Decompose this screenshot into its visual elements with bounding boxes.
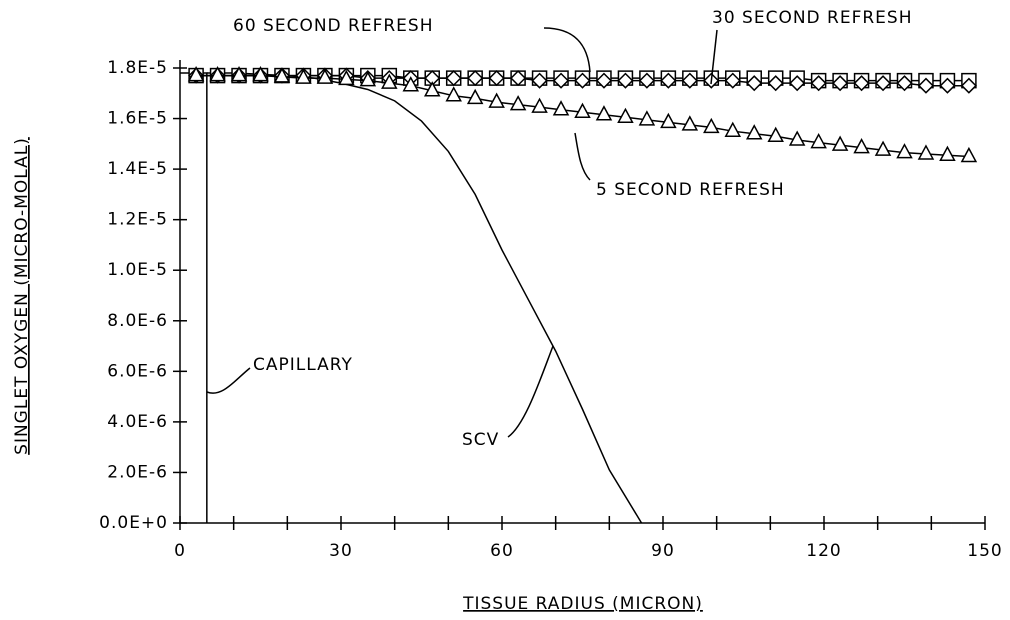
marker xyxy=(552,72,570,89)
marker xyxy=(338,69,355,86)
marker xyxy=(853,138,870,154)
marker xyxy=(252,66,269,82)
marker xyxy=(273,67,291,83)
leader-line xyxy=(574,132,591,181)
y-tick-label: 1.4E-5 xyxy=(107,159,168,179)
marker xyxy=(960,77,977,94)
y-tick-label: 1.6E-5 xyxy=(107,109,168,129)
x-tick-label: 150 xyxy=(967,541,1002,561)
marker xyxy=(230,66,248,82)
marker xyxy=(939,145,956,161)
marker xyxy=(917,77,935,94)
marker xyxy=(939,77,956,94)
series-label: CAPILLARY xyxy=(253,355,353,375)
marker xyxy=(423,81,441,97)
marker xyxy=(488,92,505,108)
x-tick-label: 60 xyxy=(490,541,514,561)
y-tick-label: 6.0E-6 xyxy=(107,361,168,381)
y-tick-label: 1.8E-5 xyxy=(107,58,168,78)
y-axis-label: SINGLET OXYGEN (MICRO-MOLAL) xyxy=(12,137,32,455)
marker xyxy=(552,100,570,116)
y-tick-label: 1.0E-5 xyxy=(107,260,168,280)
marker xyxy=(660,112,677,129)
marker xyxy=(617,72,634,89)
y-tick-label: 1.2E-5 xyxy=(107,210,168,230)
marker xyxy=(510,70,527,87)
marker xyxy=(767,126,784,142)
marker xyxy=(896,143,913,159)
leader-line xyxy=(543,27,591,73)
marker xyxy=(359,71,377,87)
marker xyxy=(466,88,484,105)
marker xyxy=(316,68,334,84)
marker xyxy=(767,75,784,92)
marker xyxy=(810,132,827,149)
leader-line xyxy=(710,29,718,85)
marker xyxy=(789,75,806,92)
marker xyxy=(574,72,591,89)
marker xyxy=(724,72,741,89)
marker xyxy=(595,105,613,121)
marker xyxy=(746,75,763,92)
marker xyxy=(917,144,935,160)
marker xyxy=(788,130,806,146)
marker xyxy=(381,73,398,89)
series-label: 60 SECOND REFRESH xyxy=(233,16,434,36)
leader-line xyxy=(206,367,251,394)
series-line xyxy=(180,72,208,523)
marker xyxy=(467,70,484,87)
marker xyxy=(832,75,849,92)
marker xyxy=(660,72,677,89)
x-tick-label: 90 xyxy=(651,541,675,561)
marker xyxy=(209,66,226,82)
y-tick-label: 0.0E+0 xyxy=(99,513,168,533)
x-tick-label: 30 xyxy=(329,541,353,561)
marker xyxy=(810,75,827,92)
marker xyxy=(874,75,892,92)
marker xyxy=(703,117,720,134)
x-axis-label: TISSUE RADIUS (MICRON) xyxy=(462,594,703,614)
marker xyxy=(745,124,763,140)
marker xyxy=(638,72,655,89)
marker xyxy=(853,75,870,92)
marker xyxy=(402,76,420,92)
marker xyxy=(638,110,656,126)
marker xyxy=(488,70,505,87)
marker xyxy=(187,66,205,82)
marker xyxy=(874,140,892,156)
y-tick-label: 4.0E-6 xyxy=(107,412,168,432)
x-tick-label: 0 xyxy=(174,541,186,561)
series-label: 5 SECOND REFRESH xyxy=(596,180,785,200)
x-tick-label: 120 xyxy=(806,541,841,561)
marker xyxy=(445,86,462,102)
marker xyxy=(831,135,849,151)
marker xyxy=(445,70,462,87)
series-label: SCV xyxy=(462,430,499,450)
marker xyxy=(681,72,698,89)
leader-line xyxy=(507,345,554,438)
marker xyxy=(681,115,699,131)
marker xyxy=(724,121,742,137)
marker xyxy=(509,95,527,111)
marker xyxy=(295,68,312,84)
y-tick-label: 2.0E-6 xyxy=(107,462,168,482)
y-tick-label: 8.0E-6 xyxy=(107,311,168,331)
marker xyxy=(531,72,548,89)
marker xyxy=(617,107,634,124)
marker xyxy=(896,75,913,92)
series-label: 30 SECOND REFRESH xyxy=(712,8,913,28)
marker xyxy=(595,72,613,89)
marker xyxy=(531,97,548,113)
marker xyxy=(574,102,591,118)
marker xyxy=(960,146,978,163)
